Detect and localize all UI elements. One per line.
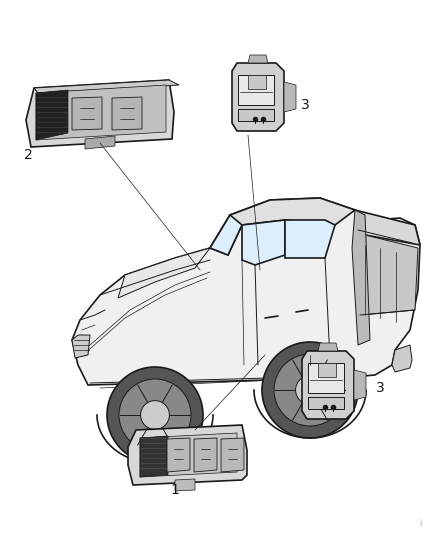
Circle shape (141, 401, 170, 430)
Polygon shape (26, 80, 174, 147)
Polygon shape (210, 215, 242, 255)
Polygon shape (285, 220, 335, 258)
Polygon shape (354, 370, 366, 400)
Circle shape (274, 354, 346, 426)
Polygon shape (355, 210, 420, 245)
Circle shape (296, 376, 325, 405)
Polygon shape (72, 335, 90, 358)
Circle shape (107, 367, 203, 463)
Polygon shape (34, 80, 179, 93)
Polygon shape (318, 363, 336, 377)
Polygon shape (284, 82, 296, 112)
Polygon shape (362, 235, 418, 315)
Polygon shape (221, 438, 244, 472)
Polygon shape (72, 198, 420, 385)
Polygon shape (118, 248, 210, 298)
Circle shape (262, 342, 358, 438)
Polygon shape (112, 97, 142, 130)
Polygon shape (248, 75, 266, 89)
Polygon shape (352, 210, 370, 345)
Polygon shape (318, 343, 338, 351)
Polygon shape (392, 345, 412, 372)
Polygon shape (194, 438, 217, 472)
Polygon shape (232, 63, 284, 131)
Polygon shape (308, 363, 344, 393)
Polygon shape (175, 479, 195, 491)
Text: 1: 1 (170, 483, 180, 497)
Polygon shape (85, 136, 115, 149)
Polygon shape (308, 397, 344, 409)
Circle shape (119, 379, 191, 451)
Text: 2: 2 (24, 148, 32, 162)
Polygon shape (238, 109, 274, 121)
Polygon shape (238, 75, 274, 105)
Polygon shape (72, 97, 102, 130)
Polygon shape (167, 438, 190, 472)
Polygon shape (302, 351, 354, 419)
Polygon shape (242, 220, 285, 265)
Polygon shape (36, 85, 166, 140)
Polygon shape (210, 198, 355, 255)
Polygon shape (36, 90, 68, 140)
Polygon shape (128, 425, 247, 485)
Polygon shape (140, 433, 237, 477)
Text: 3: 3 (300, 98, 309, 112)
Polygon shape (140, 436, 168, 477)
Text: i: i (419, 519, 421, 528)
Polygon shape (248, 55, 268, 63)
Text: 3: 3 (376, 381, 385, 395)
